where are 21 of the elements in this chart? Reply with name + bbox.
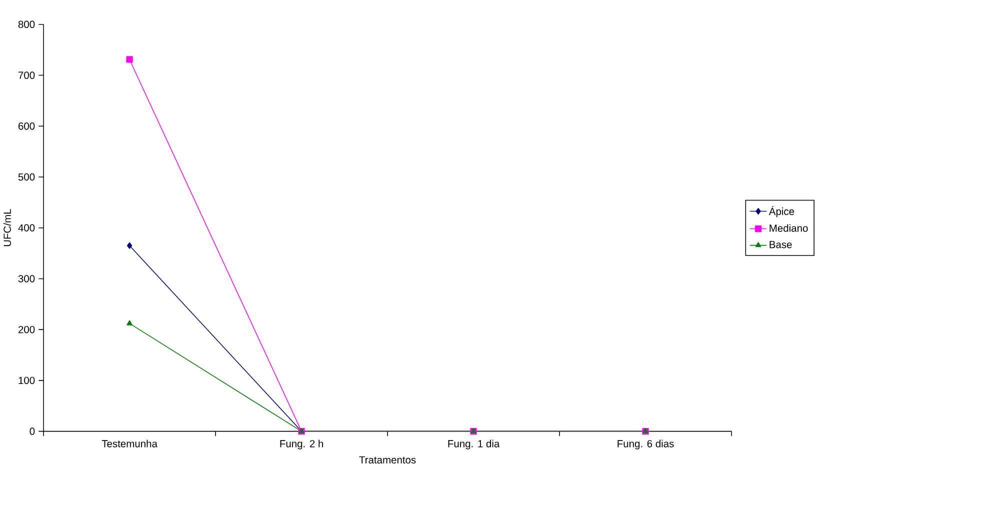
y-tick-label: 500 [18,173,35,180]
y-tick-label: 600 [18,122,35,130]
y-axis-title: UFC/mL [3,208,11,246]
y-tick-label: 400 [18,224,35,232]
x-tick-label: Testemunha [102,440,158,448]
x-tick-label: Fung. 6 dias [618,440,674,450]
point [126,320,132,326]
legend-label: Base [770,240,792,248]
point [126,56,133,63]
x-axis-title: Tratamentos [359,456,416,464]
point [126,242,132,249]
y-tick-label: 300 [18,274,35,282]
y-tick-label: 200 [18,326,35,334]
legend-label: Ápice [768,206,794,217]
x-tick-label: Fung. 2 h [280,440,323,450]
legend-label: Mediano [770,224,808,232]
x-tick-label: Fung. 1 dia [448,440,500,450]
y-tick-label: 0 [30,428,35,435]
y-tick-label: 700 [18,71,35,79]
y-tick-label: 100 [18,376,35,384]
y-tick-label: 800 [18,20,35,28]
